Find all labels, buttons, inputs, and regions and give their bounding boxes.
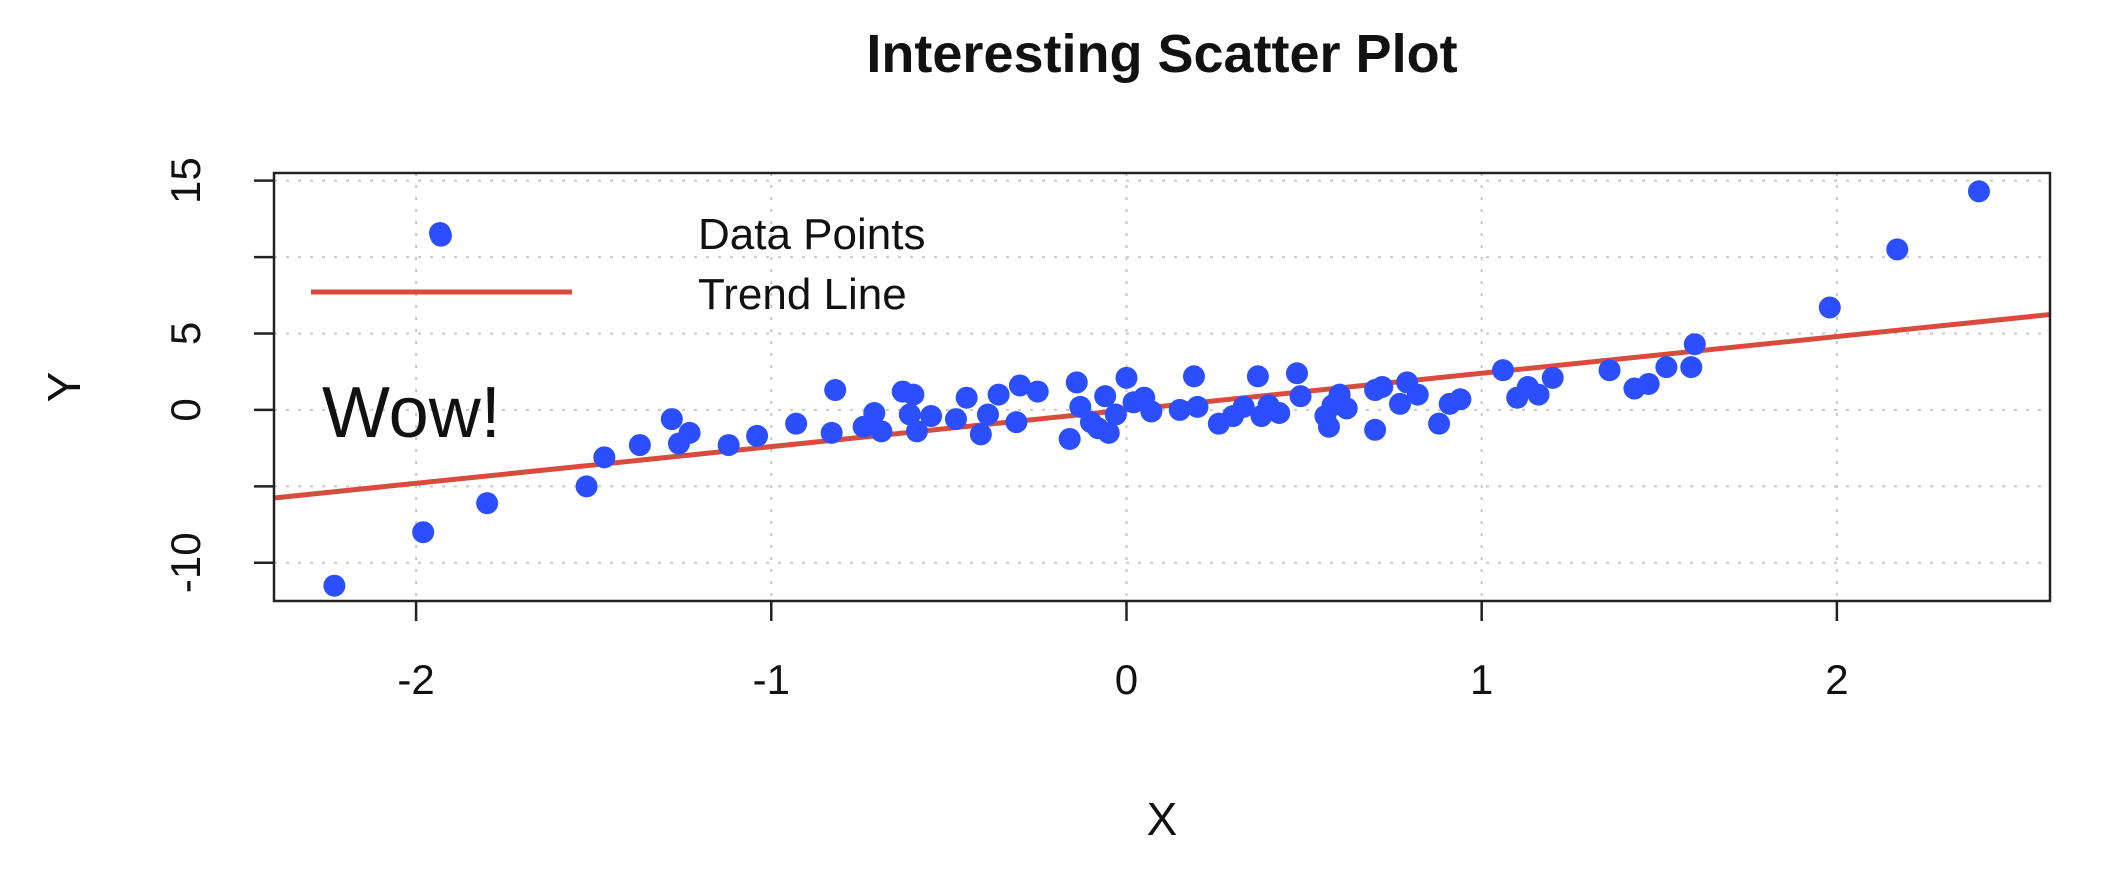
data-point [678,421,701,444]
data-point [1094,385,1117,408]
data-point [969,423,992,446]
x-tick-label: 2 [1825,656,1848,703]
data-point [1637,372,1660,395]
data-point [1058,427,1081,450]
x-axis-label: X [1147,793,1178,845]
data-point [412,521,435,544]
data-point [593,446,616,469]
data-points-layer [323,180,1990,597]
data-point [1449,388,1472,411]
data-point [1065,371,1088,394]
y-tick-label: 5 [162,322,209,345]
data-point [1289,385,1312,408]
legend-label-trend-line: Trend Line [698,270,907,319]
data-point [1008,374,1031,397]
data-point [1186,395,1209,418]
data-point [1655,356,1678,379]
data-point [1246,365,1269,388]
data-point [1541,366,1564,389]
data-point [944,408,967,431]
data-point [1168,398,1191,421]
data-point [575,475,598,498]
data-point [628,434,651,457]
data-point [746,424,769,447]
data-point [1364,418,1387,441]
legend: Data Points Trend Line [311,210,925,319]
x-tick-label: -2 [397,656,434,703]
data-point [1069,395,1092,418]
data-point [902,383,925,406]
data-point [1967,180,1990,203]
data-point [1026,380,1049,403]
data-point [1097,421,1120,444]
y-axis: -10 0 5 15 [162,157,274,593]
data-point [1886,238,1909,261]
data-point [1428,412,1451,435]
data-point [1005,411,1028,434]
data-point [1104,403,1127,426]
data-point [1683,333,1706,356]
data-point [824,379,847,402]
data-point [1598,359,1621,382]
data-point [1406,383,1429,406]
plot-area-frame [272,171,2052,603]
data-point [1680,356,1703,379]
data-point [987,383,1010,406]
y-tick-label: -10 [162,532,209,593]
data-point [717,434,740,457]
data-point [1527,383,1550,406]
wow-annotation: Wow! [322,373,501,453]
data-point [1371,376,1394,398]
data-point [1285,362,1308,385]
legend-label-data-points: Data Points [698,210,925,259]
data-point [1818,296,1841,319]
data-point [870,420,893,443]
data-point [898,403,921,426]
data-point [820,421,843,444]
data-point [920,405,943,428]
grid-lines [274,173,2050,601]
data-point [660,408,683,431]
data-point [1140,400,1163,423]
x-tick-label: 1 [1470,656,1493,703]
data-point [1268,401,1291,424]
data-point [1388,392,1411,415]
data-point [785,412,808,435]
data-point [323,574,346,597]
chart-title: Interesting Scatter Plot [866,24,1457,84]
y-tick-label: 15 [162,157,209,204]
data-point [905,420,928,443]
data-point [476,492,499,515]
data-point [955,386,978,409]
legend-point-marker [429,222,451,244]
data-point [1491,359,1514,382]
data-point [863,401,886,424]
y-tick-label: 0 [162,398,209,421]
trend-line-layer [273,312,2051,501]
data-point [1232,395,1255,418]
data-point [976,403,999,426]
data-point [1115,366,1138,389]
trend-line [273,312,2051,501]
x-tick-label: -1 [753,656,790,703]
y-axis-label: Y [38,372,90,403]
data-point [1182,365,1205,388]
x-axis: -2 -1 0 1 2 [397,601,1849,703]
data-point [1335,397,1358,420]
data-point [1317,415,1340,438]
x-tick-label: 0 [1115,656,1138,703]
